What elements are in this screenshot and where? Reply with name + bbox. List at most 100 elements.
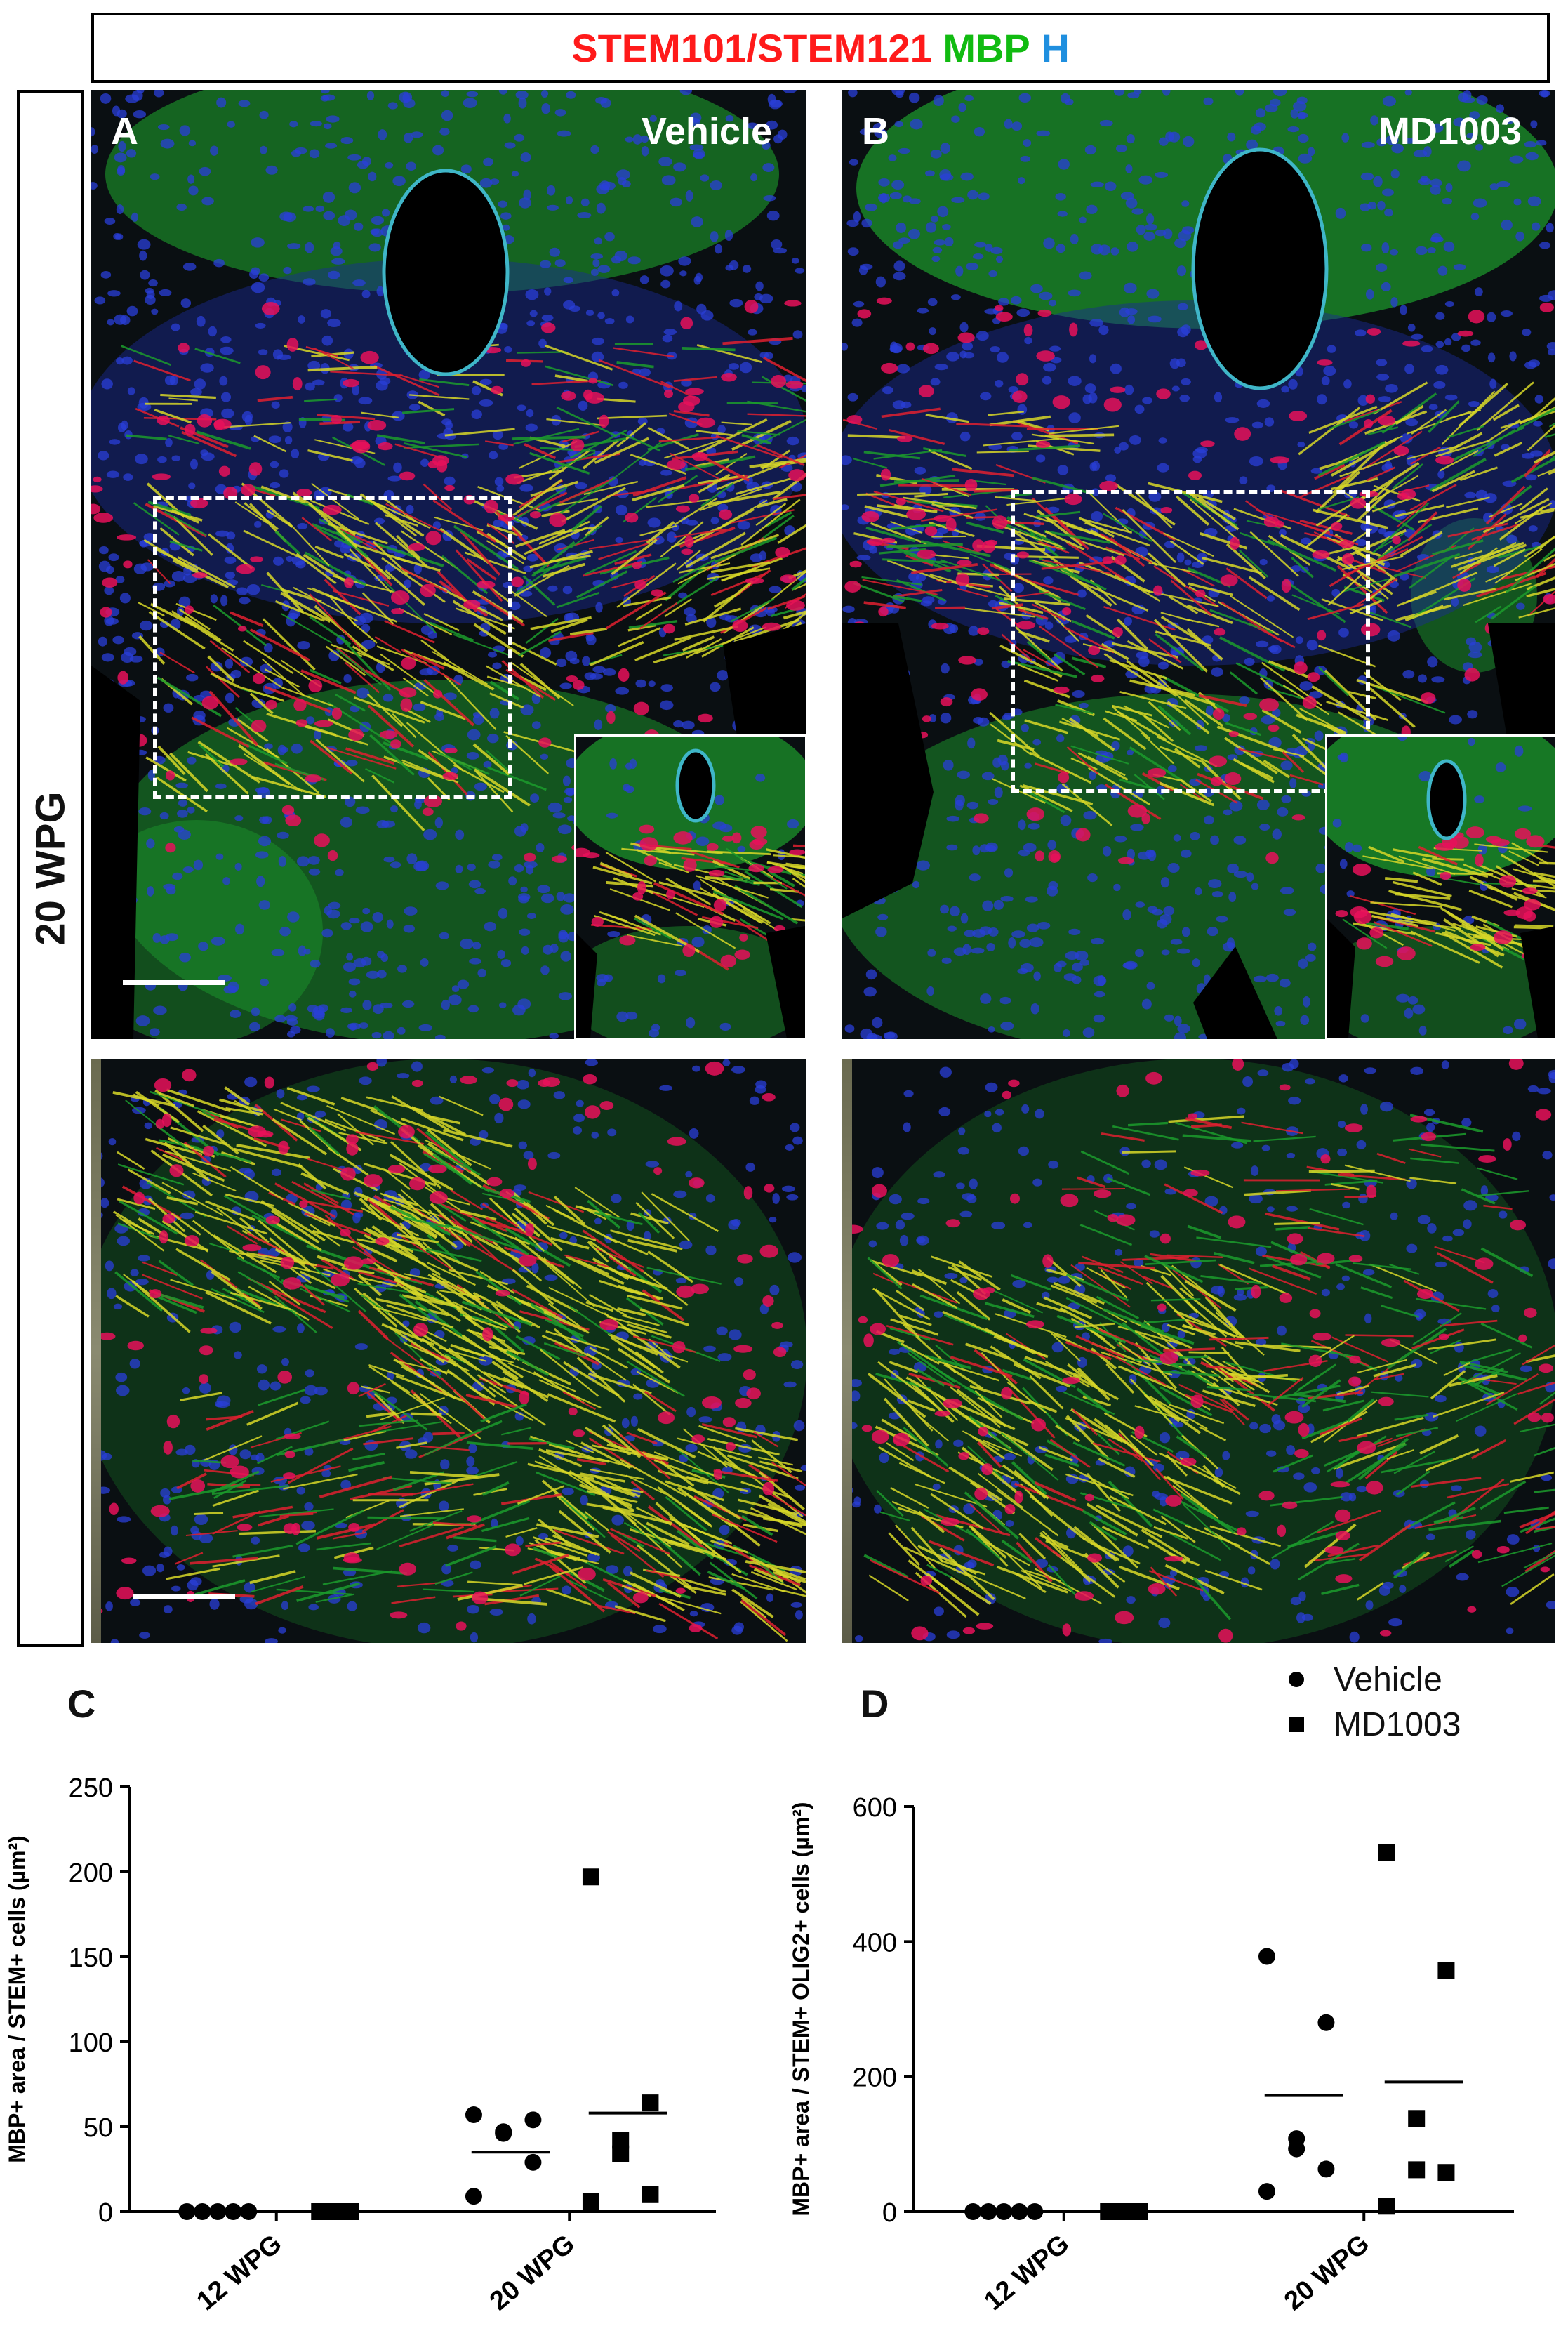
nucleus — [460, 164, 472, 174]
nucleus — [1431, 123, 1444, 133]
axon-fiber — [707, 491, 780, 506]
nucleus — [606, 812, 618, 819]
axon-fiber — [554, 374, 588, 383]
axon-fiber — [1326, 700, 1388, 721]
nucleus — [611, 1514, 624, 1526]
nucleus — [227, 981, 239, 993]
axon-fiber — [745, 1559, 806, 1574]
nucleus — [1010, 296, 1022, 305]
axon-fiber — [180, 1392, 222, 1401]
nucleus — [131, 212, 139, 222]
axon-fiber — [548, 1444, 577, 1454]
nucleus — [1251, 421, 1263, 429]
axon-fiber — [117, 1163, 185, 1186]
nucleus — [1138, 656, 1150, 668]
nucleus — [518, 97, 527, 109]
axon-fiber — [576, 1458, 606, 1466]
stem-cell — [1069, 322, 1078, 337]
nucleus — [335, 869, 344, 876]
nucleus — [489, 708, 500, 719]
stem-cell — [651, 589, 663, 597]
axon-fiber — [928, 449, 973, 470]
stem-cell — [178, 343, 190, 353]
nucleus — [919, 484, 932, 496]
axon-fiber — [249, 628, 310, 662]
axon-fiber — [171, 1213, 201, 1236]
axon-fiber — [988, 410, 1024, 416]
axon-fiber — [749, 458, 806, 468]
stem-cell — [1230, 536, 1240, 550]
nucleus — [447, 1544, 459, 1552]
nucleus — [470, 1632, 479, 1643]
nucleus — [679, 270, 687, 277]
nucleus — [531, 1262, 539, 1274]
stem-cell — [121, 1557, 137, 1564]
axon-fiber — [365, 1227, 414, 1253]
axon-fiber — [1190, 498, 1240, 541]
nucleus — [101, 378, 113, 390]
nucleus — [328, 901, 341, 909]
axon-fiber — [541, 1479, 588, 1520]
axon-fiber — [1468, 889, 1513, 909]
nucleus — [504, 346, 512, 353]
axon-fiber — [487, 766, 547, 791]
nucleus — [1053, 963, 1062, 972]
nucleus — [1272, 828, 1282, 840]
axon-fiber — [545, 365, 613, 386]
stem-cell — [745, 577, 764, 584]
nucleus — [1190, 831, 1200, 840]
nucleus — [1129, 435, 1141, 445]
axon-fiber — [612, 347, 675, 358]
axon-fiber — [687, 1485, 741, 1520]
stain-mbp: MBP — [931, 25, 1030, 70]
nucleus — [856, 555, 871, 561]
nucleus — [281, 1601, 289, 1611]
nucleus — [322, 191, 335, 203]
nucleus — [964, 930, 976, 937]
axon-fiber — [455, 549, 503, 602]
stem-cell — [162, 1213, 175, 1224]
nucleus — [1376, 359, 1388, 366]
axon-fiber — [457, 1584, 524, 1601]
axon-fiber — [370, 1388, 428, 1431]
axon-fiber — [512, 435, 586, 441]
axon-fiber — [371, 774, 425, 832]
axon-fiber — [1256, 509, 1331, 534]
nucleus — [151, 308, 159, 315]
axon-fiber — [1341, 578, 1390, 593]
nucleus — [368, 171, 377, 182]
nucleus — [1157, 918, 1168, 929]
stem-cell — [1515, 906, 1533, 920]
nucleus — [468, 1443, 477, 1454]
nucleus — [572, 1126, 583, 1135]
nucleus — [498, 1002, 507, 1008]
axon-fiber — [452, 600, 507, 635]
nucleus — [984, 308, 999, 315]
axon-fiber — [340, 1097, 378, 1111]
axon-fiber — [237, 1256, 281, 1279]
axon-fiber — [1197, 496, 1236, 520]
nucleus — [1295, 636, 1304, 645]
stem-cell — [632, 562, 642, 569]
axon-fiber — [540, 1349, 599, 1397]
nucleus — [1261, 715, 1275, 725]
stain-hoechst: H — [1030, 25, 1070, 70]
axon-fiber — [1070, 745, 1129, 765]
axon-fiber — [374, 542, 444, 567]
nucleus — [1024, 337, 1032, 345]
axon-fiber — [255, 1585, 304, 1606]
stem-cell — [157, 415, 170, 425]
nucleus — [309, 149, 320, 159]
nucleus — [693, 152, 705, 159]
nucleus — [150, 173, 160, 180]
nucleus — [591, 1131, 599, 1139]
nucleus — [934, 239, 946, 246]
axon-fiber — [1039, 590, 1086, 611]
axon-fiber — [121, 345, 172, 366]
axon-fiber — [336, 648, 382, 685]
axon-fiber — [212, 1489, 259, 1507]
nucleus — [289, 121, 298, 128]
nucleus — [546, 204, 559, 211]
nucleus — [298, 1543, 310, 1552]
axon-fiber — [861, 576, 922, 586]
